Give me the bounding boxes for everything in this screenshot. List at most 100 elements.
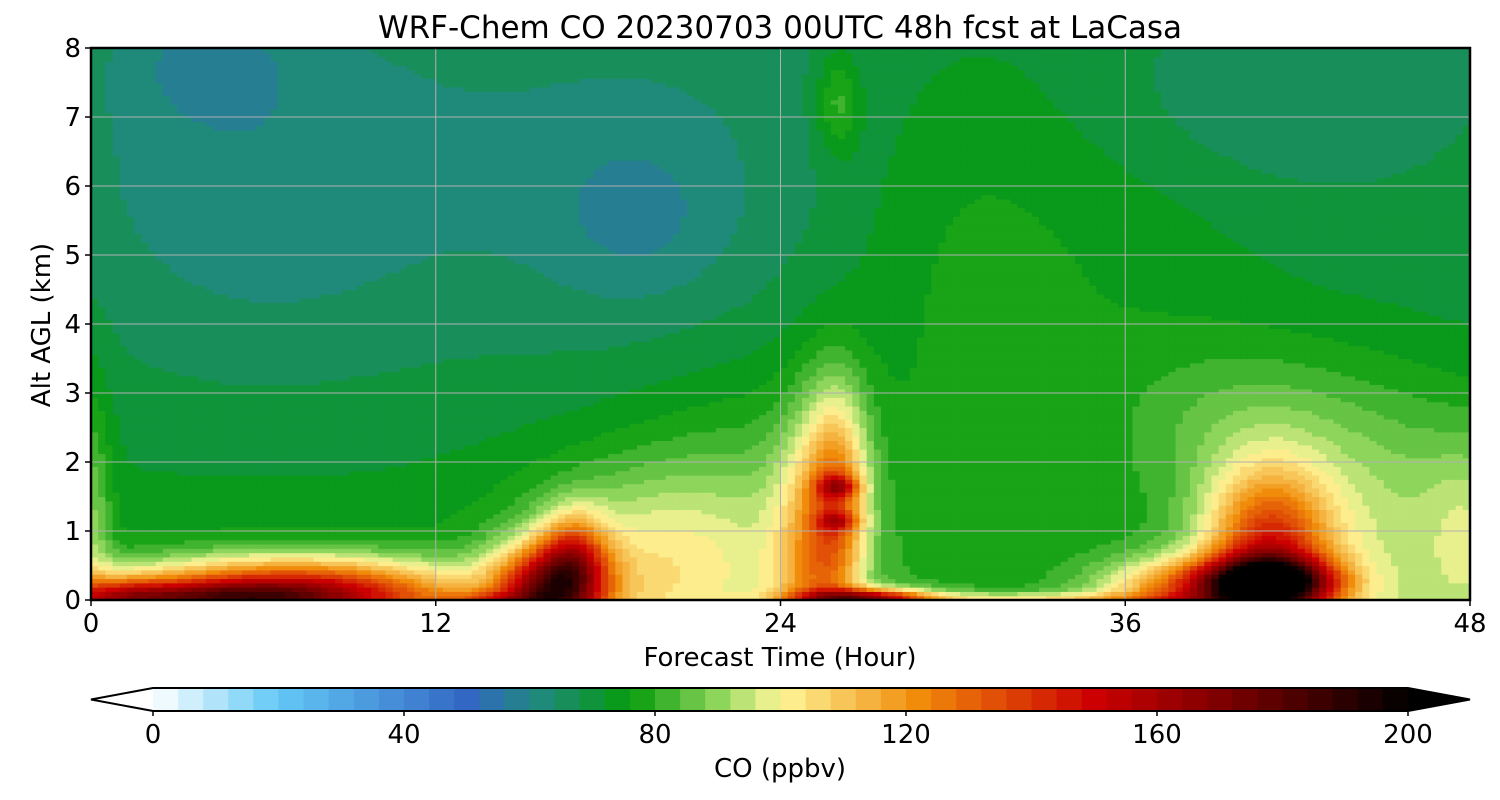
heat-cell (342, 540, 350, 545)
heat-cell (1154, 587, 1162, 592)
heat-cell (486, 518, 494, 523)
heat-cell (1147, 557, 1155, 562)
heat-cell (1283, 561, 1291, 566)
heat-cell (687, 505, 695, 510)
heat-cell (745, 514, 753, 519)
heat-cell (673, 531, 681, 536)
heat-cell (141, 509, 149, 514)
heat-cell (874, 557, 882, 562)
heat-cell (1420, 583, 1428, 588)
heat-cell (1104, 522, 1112, 527)
heat-cell (788, 553, 796, 558)
heat-cell (148, 522, 156, 527)
heat-cell (1276, 544, 1284, 549)
heat-cell (931, 548, 939, 553)
heat-cell (931, 561, 939, 566)
heat-cell (860, 488, 868, 493)
heat-cell (1298, 540, 1306, 545)
heat-cell (1276, 514, 1284, 519)
heat-cell (558, 544, 566, 549)
heat-cell (357, 488, 365, 493)
heat-cell (673, 492, 681, 497)
heat-cell (1068, 578, 1076, 583)
heat-cell (1032, 514, 1040, 519)
heat-cell (1233, 591, 1241, 596)
heat-cell (917, 561, 925, 566)
heat-cell (493, 535, 501, 540)
heat-cell (615, 548, 623, 553)
heat-cell (1204, 544, 1212, 549)
heat-cell (486, 557, 494, 562)
heat-cell (1161, 540, 1169, 545)
heat-cell (666, 561, 674, 566)
heat-cell (860, 566, 868, 571)
heat-cell (895, 514, 903, 519)
heat-cell (608, 578, 616, 583)
heat-cell (924, 497, 932, 502)
heat-cell (1104, 553, 1112, 558)
heat-cell (543, 574, 551, 579)
heat-cell (98, 553, 106, 558)
heat-cell (1190, 492, 1198, 497)
heat-cell (1219, 497, 1227, 502)
heat-cell (98, 535, 106, 540)
heat-cell (1305, 587, 1313, 592)
heat-cell (1140, 522, 1148, 527)
heat-cell (134, 566, 142, 571)
heat-cell (1097, 570, 1105, 575)
heat-cell (687, 522, 695, 527)
heat-cell (831, 497, 839, 502)
heat-cell (716, 522, 724, 527)
heat-cell (1176, 561, 1184, 566)
heat-cell (781, 505, 789, 510)
heat-cell (953, 566, 961, 571)
heat-cell (666, 587, 674, 592)
heat-cell (1448, 488, 1456, 493)
heat-cell (874, 497, 882, 502)
heat-cell (1204, 509, 1212, 514)
heat-cell (709, 497, 717, 502)
heat-cell (105, 484, 113, 489)
heat-cell (622, 574, 630, 579)
heat-cell (1391, 492, 1399, 497)
heat-cell (903, 544, 911, 549)
heat-cell (608, 535, 616, 540)
heat-cell (271, 561, 279, 566)
heat-cell (723, 557, 731, 562)
heat-cell (536, 492, 544, 497)
heat-cell (974, 548, 982, 553)
heat-cell (105, 544, 113, 549)
heat-cell (127, 488, 135, 493)
heat-cell (206, 561, 214, 566)
heat-cell (213, 531, 221, 536)
heat-cell (1283, 583, 1291, 588)
heat-cell (400, 591, 408, 596)
heat-cell (601, 566, 609, 571)
heat-cell (249, 578, 257, 583)
heat-cell (493, 548, 501, 553)
heat-cell (235, 501, 243, 506)
heat-cell (163, 583, 171, 588)
heat-cell (673, 570, 681, 575)
heat-cell (1111, 574, 1119, 579)
heat-cell (206, 522, 214, 527)
heat-cell (1276, 518, 1284, 523)
heat-cell (1405, 557, 1413, 562)
heat-cell (824, 591, 832, 596)
heat-cell (587, 540, 595, 545)
heat-cell (931, 535, 939, 540)
heat-cell (1240, 583, 1248, 588)
heat-cell (378, 583, 386, 588)
heat-cell (709, 583, 717, 588)
heat-cell (407, 566, 415, 571)
heat-cell (235, 591, 243, 596)
heat-cell (292, 574, 300, 579)
heat-cell (249, 492, 257, 497)
heat-cell (141, 501, 149, 506)
heat-cell (1456, 587, 1464, 592)
heat-cell (357, 497, 365, 502)
heat-cell (802, 553, 810, 558)
heat-cell (1355, 574, 1363, 579)
heat-cell (400, 505, 408, 510)
heat-cell (1305, 488, 1313, 493)
